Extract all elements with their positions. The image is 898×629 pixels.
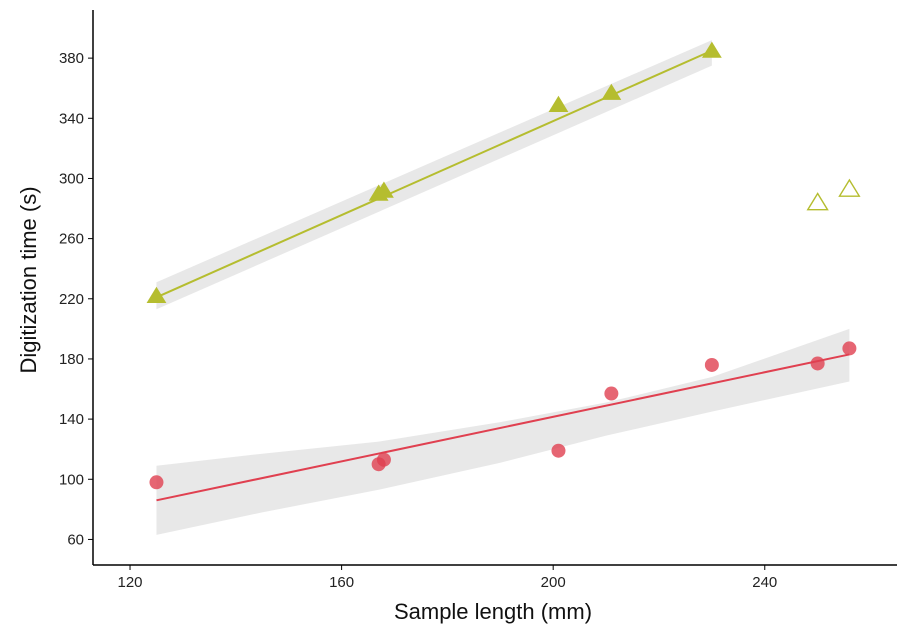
y-tick-label: 180 xyxy=(59,351,84,368)
confidence-bands xyxy=(156,40,850,535)
y-axis-title: Digitization time (s) xyxy=(16,186,41,373)
x-tick-label: 160 xyxy=(329,574,354,591)
y-tick-label: 100 xyxy=(59,471,84,488)
x-tick-label: 200 xyxy=(541,574,566,591)
point-triangle-open xyxy=(806,192,829,211)
fit-line-0 xyxy=(156,49,713,299)
point-circle xyxy=(149,475,164,490)
confidence-band-2 xyxy=(156,328,850,535)
y-tick-label: 260 xyxy=(59,231,84,248)
point-circle xyxy=(604,386,619,401)
y-tick-label: 140 xyxy=(59,411,84,428)
fit-line-2 xyxy=(156,353,850,502)
regression-lines xyxy=(156,49,850,502)
axes: 60 100 140 180 220 260 300 340 380 120 160 200 240 xyxy=(59,10,897,591)
point-triangle xyxy=(701,41,722,58)
point-triangle xyxy=(146,286,167,303)
point-circle xyxy=(704,357,719,372)
data-points xyxy=(146,41,861,490)
x-axis-title: Sample length (mm) xyxy=(394,599,592,624)
y-tick-label: 220 xyxy=(59,291,84,308)
x-tick-label: 240 xyxy=(752,574,777,591)
y-tick-label: 60 xyxy=(67,531,84,548)
point-triangle xyxy=(601,83,622,100)
x-tick-label: 120 xyxy=(118,574,143,591)
y-tick-label: 340 xyxy=(59,110,84,127)
point-triangle-open xyxy=(838,178,861,197)
point-circle xyxy=(376,452,391,467)
point-triangle xyxy=(548,95,569,112)
point-circle xyxy=(842,341,857,356)
y-tick-label: 300 xyxy=(59,170,84,187)
y-tick-label: 380 xyxy=(59,50,84,67)
point-circle xyxy=(810,356,825,371)
point-triangle xyxy=(374,181,394,198)
point-circle xyxy=(551,443,566,458)
